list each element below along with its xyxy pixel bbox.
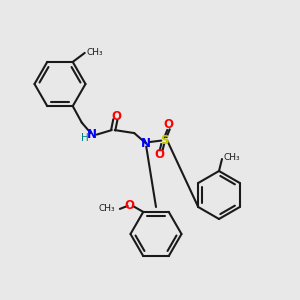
Text: O: O — [164, 118, 174, 131]
Text: O: O — [125, 200, 135, 212]
Text: O: O — [155, 148, 165, 161]
Text: O: O — [111, 110, 121, 123]
Text: N: N — [141, 137, 151, 150]
Text: CH₃: CH₃ — [224, 153, 240, 162]
Text: CH₃: CH₃ — [98, 204, 115, 213]
Text: S: S — [160, 134, 169, 147]
Text: H: H — [81, 133, 88, 142]
Text: N: N — [87, 128, 97, 141]
Text: CH₃: CH₃ — [86, 48, 103, 57]
